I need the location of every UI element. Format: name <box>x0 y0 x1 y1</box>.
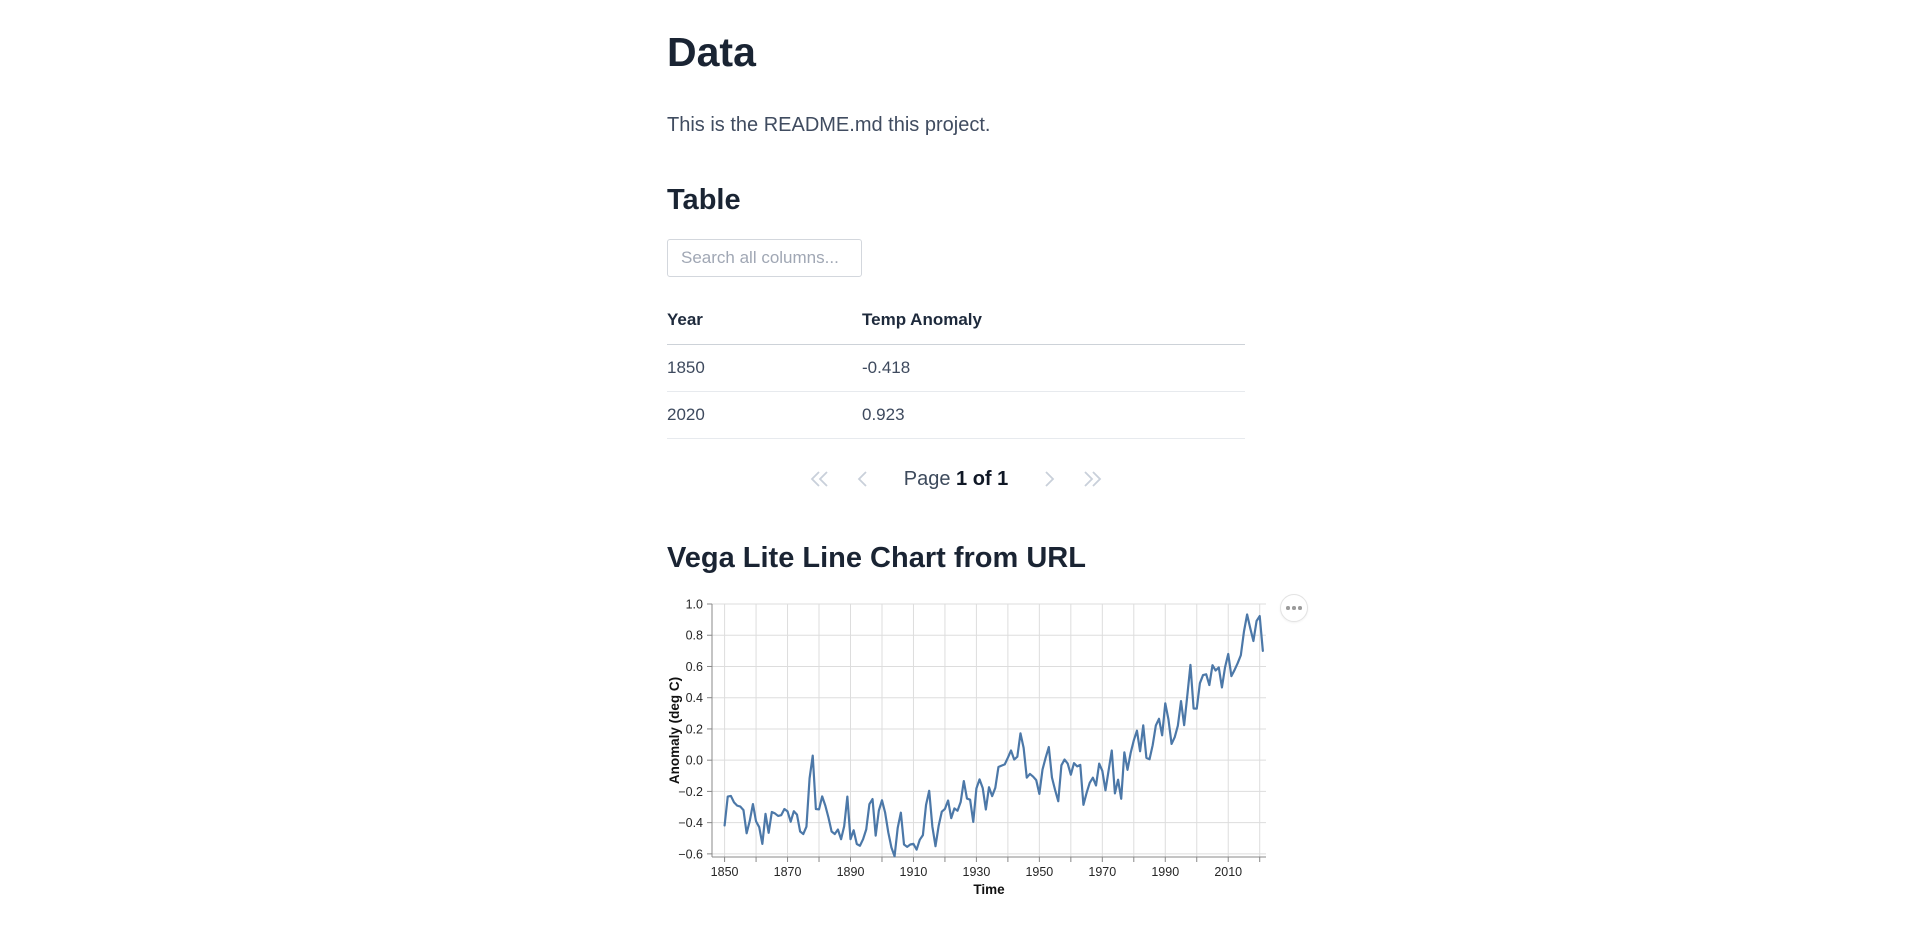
page-indicator: Page 1 of 1 <box>903 467 1009 490</box>
table-row: 1850 -0.418 <box>667 344 1245 393</box>
svg-text:2010: 2010 <box>1214 865 1242 879</box>
table-row: 2020 0.923 <box>667 391 1245 440</box>
table-cell-temp: -0.418 <box>862 344 1245 393</box>
svg-text:Anomaly (deg C): Anomaly (deg C) <box>667 677 682 784</box>
pagination: Page 1 of 1 <box>667 463 1245 495</box>
double-chevron-right-icon <box>1082 470 1104 488</box>
svg-text:1970: 1970 <box>1088 865 1116 879</box>
next-page-button[interactable] <box>1035 464 1065 494</box>
column-header-temp-anomaly[interactable]: Temp Anomaly <box>862 304 1245 346</box>
svg-text:0.4: 0.4 <box>686 691 703 705</box>
search-input[interactable] <box>667 239 862 278</box>
svg-text:Time: Time <box>973 882 1005 897</box>
table-header-row: Year Temp Anomaly <box>667 304 1245 346</box>
svg-text:−0.6: −0.6 <box>678 847 703 861</box>
readme-text: This is the README.md this project. <box>667 114 991 137</box>
svg-text:−0.4: −0.4 <box>678 816 703 830</box>
svg-text:1870: 1870 <box>774 865 802 879</box>
ellipsis-icon <box>1286 606 1290 610</box>
svg-text:−0.2: −0.2 <box>678 785 703 799</box>
prev-page-button[interactable] <box>847 464 877 494</box>
svg-text:1890: 1890 <box>837 865 865 879</box>
data-table: Year Temp Anomaly 1850 -0.418 2020 0.923 <box>667 304 1245 440</box>
table-cell-year: 1850 <box>667 344 862 393</box>
table-section-heading: Table <box>667 184 741 217</box>
page-title: Data <box>667 29 756 75</box>
vega-chart: 1850 1870 1890 1910 1930 1950 1970 1990 2010 −0.6… <box>667 597 1266 897</box>
table-cell-year: 2020 <box>667 391 862 440</box>
last-page-button[interactable] <box>1078 464 1108 494</box>
chart-section-heading: Vega Lite Line Chart from URL <box>667 542 1086 575</box>
double-chevron-left-icon <box>808 470 830 488</box>
column-header-year[interactable]: Year <box>667 304 862 346</box>
svg-text:0.6: 0.6 <box>686 660 703 674</box>
chevron-left-icon <box>855 470 869 488</box>
page-indicator-value: 1 of 1 <box>956 467 1009 490</box>
chart-actions-button[interactable] <box>1280 593 1308 622</box>
temperature-anomaly-line <box>723 613 1264 858</box>
svg-text:1950: 1950 <box>1025 865 1053 879</box>
chevron-right-icon <box>1043 470 1057 488</box>
svg-text:0.2: 0.2 <box>686 722 703 736</box>
table-cell-temp: 0.923 <box>862 391 1245 440</box>
svg-text:1.0: 1.0 <box>686 597 703 611</box>
svg-text:0.0: 0.0 <box>686 754 703 768</box>
svg-text:1930: 1930 <box>963 865 991 879</box>
svg-text:1990: 1990 <box>1151 865 1179 879</box>
svg-text:1910: 1910 <box>900 865 928 879</box>
svg-text:1850: 1850 <box>711 865 739 879</box>
svg-text:0.8: 0.8 <box>686 629 703 643</box>
first-page-button[interactable] <box>804 464 834 494</box>
page-content: Data This is the README.md this project.… <box>667 0 1308 909</box>
chart-container: 1850 1870 1890 1910 1930 1950 1970 1990 2010 −0.6… <box>667 593 1312 909</box>
